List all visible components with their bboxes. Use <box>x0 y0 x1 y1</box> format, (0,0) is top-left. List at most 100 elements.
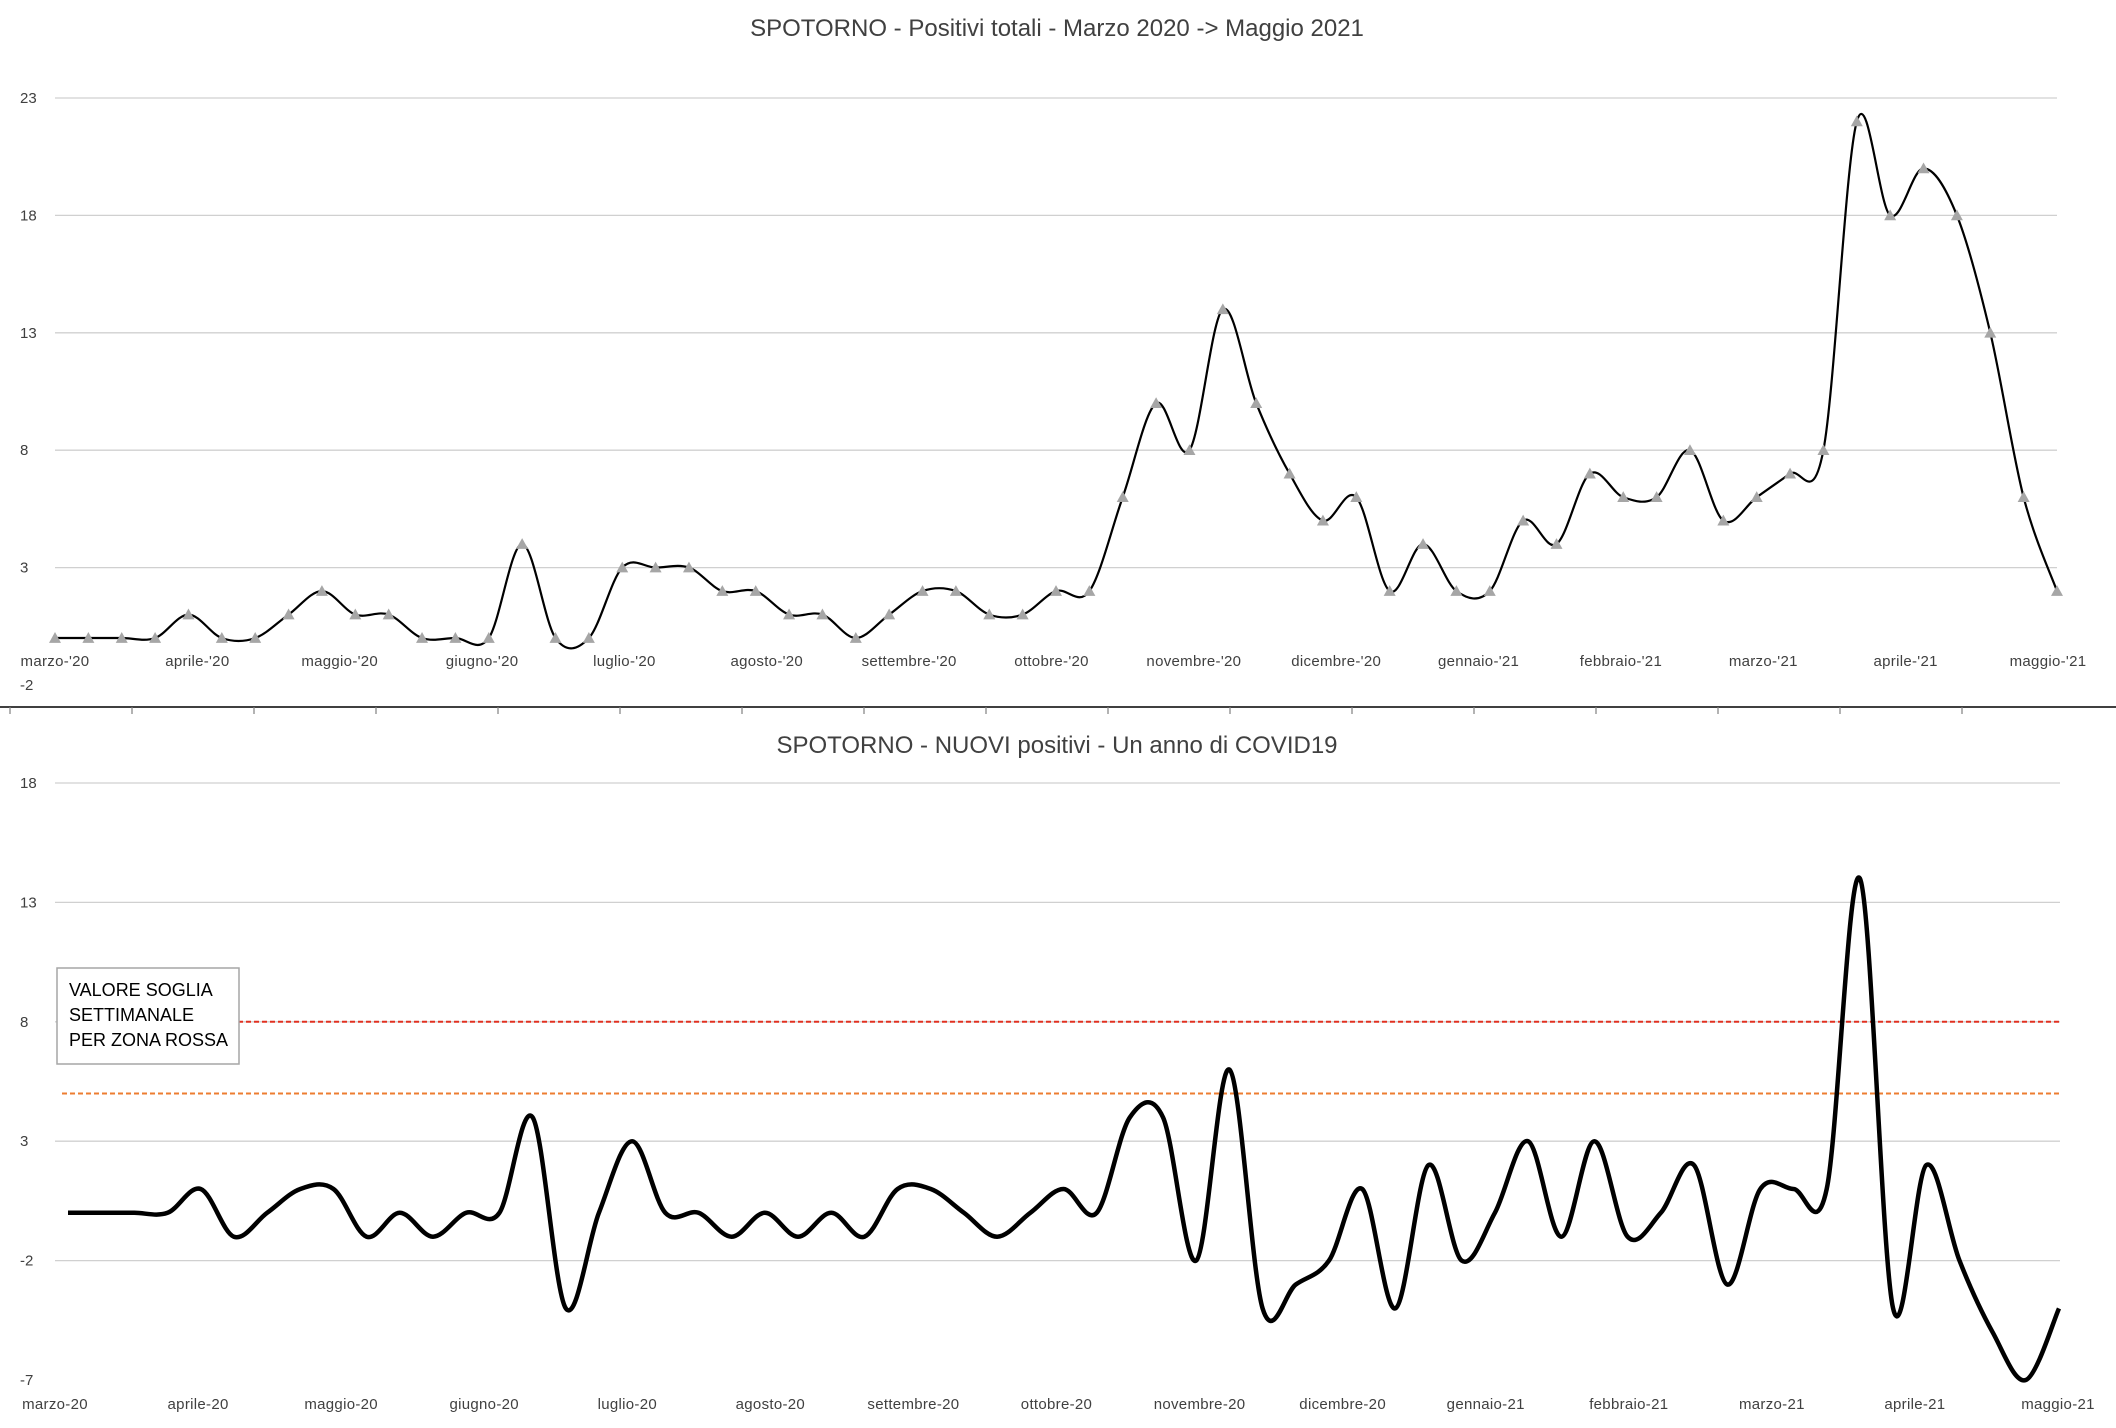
y-tick-label: 8 <box>20 442 28 459</box>
data-point-marker <box>1383 585 1396 596</box>
chart2-title: SPOTORNO - NUOVI positivi - Un anno di C… <box>776 732 1337 759</box>
data-point-marker <box>849 632 862 643</box>
data-point-marker <box>249 632 262 643</box>
data-point-marker <box>1250 397 1263 409</box>
data-point-marker <box>1183 444 1196 455</box>
y-tick-label: -7 <box>20 1372 33 1389</box>
data-point-marker <box>416 632 429 643</box>
data-point-marker <box>449 632 462 643</box>
x-tick-label: marzo-20 <box>22 1396 88 1413</box>
annotation-box <box>56 967 240 1065</box>
x-tick-label: maggio-'20 <box>301 653 378 670</box>
data-point-marker <box>1884 209 1897 221</box>
data-point-marker <box>1450 585 1463 596</box>
data-point-marker <box>315 585 328 596</box>
annotation-line-2: SETTIMANALE <box>69 1005 194 1025</box>
data-point-marker <box>616 561 629 573</box>
data-point-marker <box>2017 491 2030 502</box>
data-point-marker <box>1016 608 1029 620</box>
x-tick-label: febbraio-'21 <box>1580 653 1662 670</box>
annotation-line-3: PER ZONA ROSSA <box>69 1030 228 1050</box>
x-tick-label: aprile-'20 <box>165 653 229 670</box>
data-point-marker <box>783 608 796 620</box>
y-tick-label: -2 <box>20 677 33 694</box>
data-point-marker <box>2051 585 2063 596</box>
data-point-marker <box>949 585 962 596</box>
chart1-title: SPOTORNO - Positivi totali - Marzo 2020 … <box>750 15 1364 42</box>
data-point-marker <box>1517 514 1530 526</box>
y-tick-label: 18 <box>20 775 37 792</box>
x-tick-label: aprile-21 <box>1884 1396 1945 1413</box>
data-point-marker <box>1683 444 1696 455</box>
data-point-marker <box>115 632 128 643</box>
data-point-marker <box>749 585 762 596</box>
chart-positivi-totali: SPOTORNO - Positivi totali - Marzo 2020 … <box>20 15 2086 694</box>
data-point-marker <box>49 632 61 643</box>
x-tick-label: maggio-20 <box>304 1396 378 1413</box>
x-tick-label: marzo-21 <box>1739 1396 1805 1413</box>
data-point-marker <box>716 585 729 596</box>
x-tick-label: novembre-'20 <box>1146 653 1241 670</box>
data-point-marker <box>1617 491 1630 502</box>
x-tick-label: maggio-21 <box>2021 1396 2095 1413</box>
data-point-marker <box>149 632 162 643</box>
data-point-marker <box>916 585 929 596</box>
y-tick-label: 23 <box>20 90 37 107</box>
y-tick-label: 18 <box>20 207 37 224</box>
data-point-marker <box>549 632 562 643</box>
data-point-marker <box>1550 538 1563 549</box>
data-point-marker <box>883 608 896 620</box>
x-tick-label: gennaio-21 <box>1447 1396 1525 1413</box>
x-tick-label: settembre-'20 <box>862 653 957 670</box>
data-point-marker <box>1950 209 1963 221</box>
y-tick-label: 13 <box>20 894 37 911</box>
x-tick-label: luglio-20 <box>598 1396 657 1413</box>
chart-nuovi-positivi: SPOTORNO - NUOVI positivi - Un anno di C… <box>20 732 2095 1413</box>
chart2-series-line <box>68 875 2062 1383</box>
threshold-annotation: VALORE SOGLIA SETTIMANALE PER ZONA ROSSA <box>56 967 240 1065</box>
data-point-marker <box>1984 326 1997 338</box>
data-point-marker <box>1283 467 1296 479</box>
data-point-marker <box>1583 467 1596 479</box>
data-point-marker <box>1817 444 1830 455</box>
data-point-marker <box>649 561 662 573</box>
x-tick-label: agosto-'20 <box>730 653 803 670</box>
data-point-marker <box>1917 162 1930 174</box>
data-point-marker <box>1083 585 1096 596</box>
data-point-marker <box>983 608 996 620</box>
x-tick-label: marzo-'20 <box>21 653 90 670</box>
data-point-marker <box>1150 397 1163 409</box>
y-tick-label: 8 <box>20 1014 28 1031</box>
y-tick-label: 3 <box>20 1133 28 1150</box>
data-point-marker <box>582 632 595 643</box>
x-tick-label: maggio-'21 <box>2010 653 2087 670</box>
x-tick-label: ottobre-20 <box>1021 1396 1092 1413</box>
data-point-marker <box>482 632 495 643</box>
data-point-marker <box>282 608 295 620</box>
data-point-marker <box>1750 491 1763 502</box>
x-tick-label: ottobre-'20 <box>1014 653 1089 670</box>
annotation-line-1: VALORE SOGLIA <box>69 980 213 1000</box>
x-tick-label: gennaio-'21 <box>1438 653 1519 670</box>
data-point-marker <box>516 538 529 549</box>
data-point-marker <box>1316 514 1329 526</box>
y-tick-label: 13 <box>20 325 37 342</box>
x-tick-label: aprile-'21 <box>1874 653 1938 670</box>
x-tick-label: aprile-20 <box>168 1396 229 1413</box>
data-point-marker <box>349 608 362 620</box>
data-point-marker <box>1116 491 1129 502</box>
x-tick-label: marzo-'21 <box>1729 653 1798 670</box>
x-tick-label: dicembre-20 <box>1299 1396 1386 1413</box>
data-point-marker <box>816 608 829 620</box>
data-point-marker <box>215 632 228 643</box>
data-point-marker <box>1850 115 1863 127</box>
x-tick-label: febbraio-21 <box>1589 1396 1668 1413</box>
data-point-marker <box>382 608 395 620</box>
x-tick-label: giugno-'20 <box>446 653 519 670</box>
data-point-marker <box>1717 514 1730 526</box>
data-point-marker <box>1050 585 1062 596</box>
data-point-marker <box>82 632 95 643</box>
x-tick-label: settembre-20 <box>867 1396 959 1413</box>
x-tick-label: novembre-20 <box>1154 1396 1246 1413</box>
